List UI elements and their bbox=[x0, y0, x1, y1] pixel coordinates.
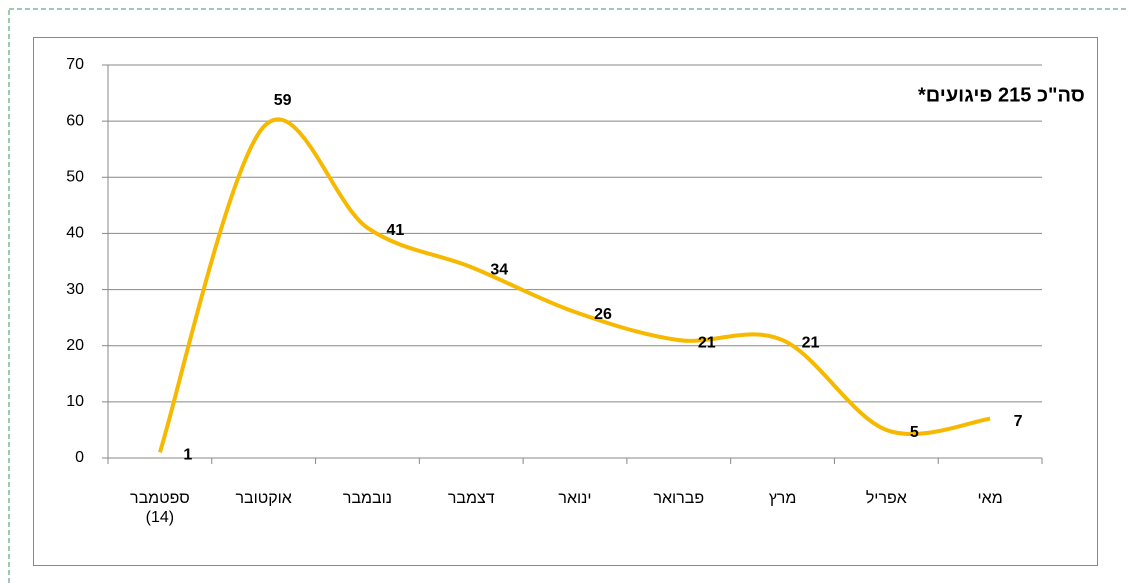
data-label: 5 bbox=[910, 424, 919, 441]
data-label: 26 bbox=[594, 306, 612, 323]
x-tick-label: מרץ bbox=[768, 490, 797, 507]
annotation: סה"כ 215 פיגועים* bbox=[918, 84, 1085, 106]
x-tick-label: מאי bbox=[977, 490, 1003, 507]
data-label: 7 bbox=[1014, 413, 1023, 430]
line bbox=[157, 117, 991, 453]
x-tick-label: ינואר bbox=[558, 490, 592, 507]
y-tick-label: 60 bbox=[66, 112, 84, 129]
data-label: 59 bbox=[274, 92, 292, 109]
y-tick-label: 40 bbox=[66, 225, 84, 242]
x-tick-label: ספטמבר (14) bbox=[130, 490, 190, 526]
x-tick-label: נובמבר bbox=[342, 490, 392, 507]
y-tick-label: 0 bbox=[75, 449, 84, 466]
x-tick-label: פברואר bbox=[653, 490, 705, 507]
outer-border bbox=[8, 8, 1129, 584]
x-tick-label: אפריל bbox=[865, 490, 907, 507]
y-tick-label: 20 bbox=[66, 337, 84, 354]
y-tick-label: 30 bbox=[66, 281, 84, 298]
data-label: 1 bbox=[183, 447, 192, 464]
y-tick-label: 10 bbox=[66, 393, 84, 410]
y-tick-label: 70 bbox=[66, 56, 84, 73]
data-label: 41 bbox=[387, 222, 405, 239]
chart-frame bbox=[33, 37, 1098, 566]
y-tick-label: 50 bbox=[66, 169, 84, 186]
data-label: 21 bbox=[698, 334, 716, 351]
data-label: 21 bbox=[802, 334, 820, 351]
x-tick-label: דצמבר bbox=[447, 490, 495, 507]
data-label: 34 bbox=[490, 261, 508, 278]
x-tick-label: אוקטובר bbox=[235, 490, 292, 507]
